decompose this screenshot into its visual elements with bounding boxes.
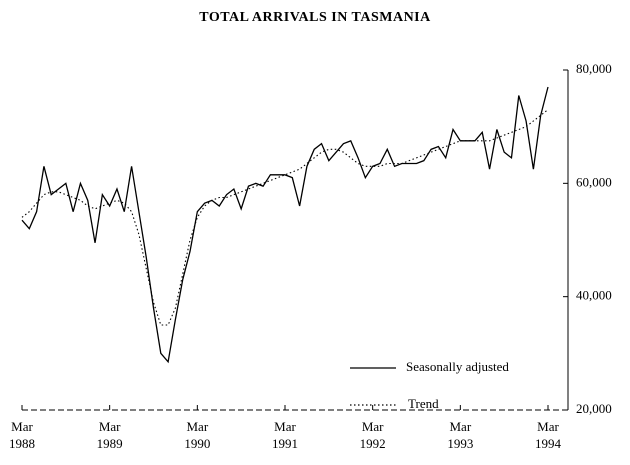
legend-label: Trend xyxy=(408,396,439,411)
y-tick-label: 60,000 xyxy=(576,174,612,189)
x-tick-label: Mar 1993 xyxy=(447,419,473,451)
x-tick-label: Mar 1990 xyxy=(184,419,210,451)
x-tick-label: Mar 1988 xyxy=(9,419,35,451)
x-tick-label: Mar 1989 xyxy=(97,419,123,451)
y-tick-label: 20,000 xyxy=(576,401,612,416)
x-tick-label: Mar 1991 xyxy=(272,419,298,451)
y-tick-label: 80,000 xyxy=(576,61,612,76)
series-line xyxy=(21,109,549,326)
y-tick-label: 40,000 xyxy=(576,288,612,303)
chart-title: TOTAL ARRIVALS IN TASMANIA xyxy=(199,10,431,25)
series-line xyxy=(21,86,549,364)
legend-label: Seasonally adjusted xyxy=(406,359,509,374)
x-tick-label: Mar 1994 xyxy=(535,419,562,451)
x-tick-label: Mar 1992 xyxy=(360,419,386,451)
